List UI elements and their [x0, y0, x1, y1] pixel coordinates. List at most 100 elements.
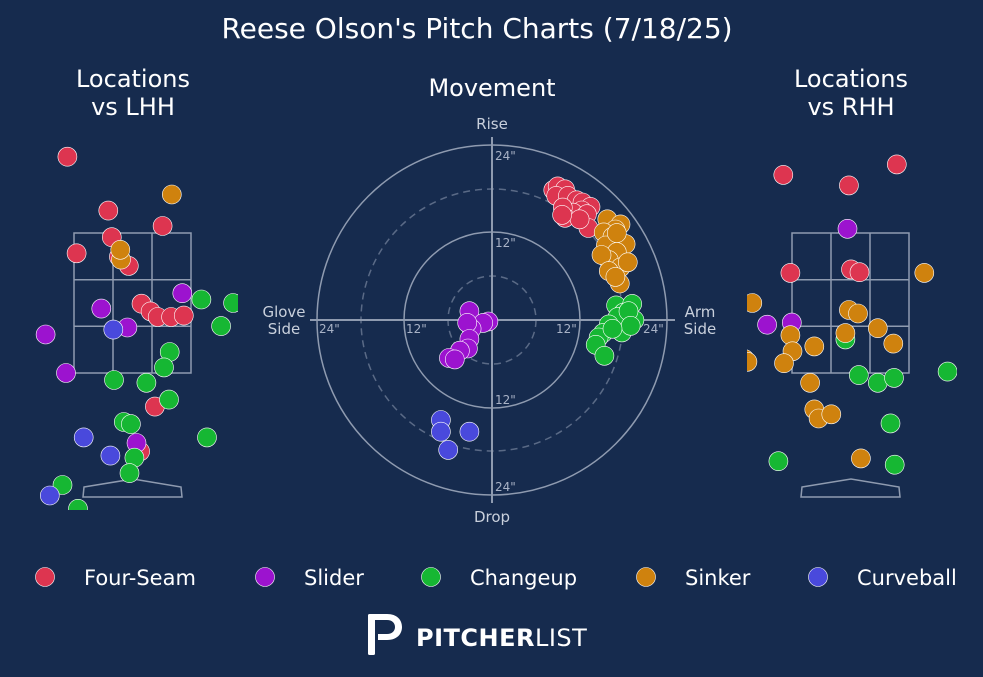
lhh-four-seam-point: [152, 216, 173, 236]
rhh-four-seam-point: [886, 154, 907, 175]
rhh-title-line: Locations: [794, 65, 908, 93]
lhh-slider-point: [91, 298, 112, 319]
lhh-panel-title: Locations vs LHH: [76, 65, 190, 121]
legend-label-changeup: Changeup: [470, 566, 577, 590]
rhh-panel-title: Locations vs RHH: [794, 65, 908, 121]
pitcherlist-p-icon: [368, 614, 402, 655]
movement-sinker-point: [606, 223, 627, 243]
legend-label-curveball: Curveball: [857, 566, 957, 590]
lhh-changeup-point: [119, 463, 140, 483]
lhh-slider-point: [56, 363, 76, 383]
rhh-changeup-point: [937, 361, 957, 382]
lhh-zone-outline: [73, 232, 192, 374]
ring-label-left-24: 24": [319, 322, 340, 336]
lhh-changeup-point: [52, 475, 73, 495]
lhh-slider-point: [172, 283, 193, 304]
label-glove-line: Glove: [262, 303, 305, 321]
lhh-pitch-points: [35, 146, 238, 510]
lhh-curveball-point: [100, 445, 121, 466]
axis-label-drop: Drop: [474, 508, 510, 526]
axis-label-rise: Rise: [476, 115, 508, 133]
label-arm-line: Side: [684, 320, 716, 338]
rhh-sinker-point: [747, 352, 758, 372]
lhh-four-seam-point: [174, 305, 194, 326]
pitcherlist-wordmark: PITCHERLIST: [416, 624, 587, 652]
pitcherlist-wordmark-bold: PITCHER: [416, 624, 535, 652]
rhh-changeup-point: [880, 413, 901, 434]
lhh-slider-point: [35, 324, 56, 345]
lhh-changeup-point: [191, 289, 212, 310]
rhh-sinker-point: [821, 404, 842, 425]
rhh-sinker-point: [747, 293, 763, 313]
lhh-changeup-point: [68, 499, 88, 510]
legend-marker-slider: [255, 567, 275, 587]
movement-panel-title: Movement: [428, 74, 555, 102]
rhh-sinker-point: [867, 318, 888, 339]
axis-label-glove-side: Glove Side: [262, 303, 305, 338]
lhh-changeup-point: [104, 370, 124, 390]
lhh-changeup-point: [121, 414, 141, 434]
axis-label-arm-side: Arm Side: [684, 303, 716, 338]
lhh-changeup-point: [211, 316, 231, 336]
movement-panel: Movement 24" 12" 12" 24" 24" 12" 12" 24"…: [262, 74, 716, 526]
lhh-changeup-point: [159, 389, 179, 410]
movement-sinker-point: [591, 245, 612, 265]
ring-label-top-12: 12": [495, 236, 516, 250]
rhh-changeup-point: [768, 451, 789, 472]
rhh-sinker-point: [851, 448, 871, 469]
figure-title: Reese Olson's Pitch Charts (7/18/25): [221, 12, 732, 45]
legend-label-four-seam: Four-Seam: [84, 566, 196, 590]
movement-changeup-point: [602, 318, 623, 339]
rhh-sinker-point: [800, 372, 820, 393]
locations-vs-lhh-panel: Locations vs LHH: [35, 65, 238, 510]
rhh-slider-point: [837, 219, 858, 239]
chart-legend: Four-Seam Slider Changeup Sinker Curveball: [35, 566, 957, 590]
ring-label-left-12: 12": [406, 322, 427, 336]
movement-pitch-points: [431, 176, 645, 460]
lhh-changeup-point: [154, 357, 174, 378]
movement-sinker-point: [605, 267, 626, 287]
rhh-four-seam-point: [849, 262, 870, 283]
movement-changeup-point: [620, 315, 641, 336]
ring-label-right-12: 12": [556, 322, 577, 336]
legend-marker-changeup: [421, 567, 441, 587]
ring-label-right-24: 24": [643, 322, 664, 336]
lhh-curveball-point: [73, 427, 94, 448]
lhh-title-line: Locations: [76, 65, 190, 93]
lhh-curveball-point: [39, 485, 60, 506]
movement-four-seam-point: [552, 205, 572, 225]
legend-label-slider: Slider: [304, 566, 364, 590]
pitcherlist-logo: PITCHERLIST: [368, 614, 587, 655]
rhh-home-plate: [800, 478, 901, 498]
lhh-four-seam-point: [66, 243, 87, 264]
rhh-title-line: vs RHH: [807, 93, 894, 121]
rhh-changeup-point: [884, 368, 904, 388]
rhh-four-seam-point: [773, 165, 794, 185]
rhh-slider-point: [757, 314, 777, 335]
lhh-title-line: vs LHH: [91, 93, 175, 121]
movement-changeup-point: [594, 345, 615, 366]
movement-ring-labels: 24" 12" 12" 24" 24" 12" 12" 24": [319, 149, 664, 494]
legend-marker-sinker: [636, 567, 656, 587]
legend-label-sinker: Sinker: [685, 566, 751, 590]
ring-label-top-24: 24": [495, 149, 516, 163]
rhh-changeup-point: [848, 365, 869, 385]
rhh-sinker-point: [804, 336, 825, 357]
legend-marker-four-seam: [35, 567, 55, 587]
ring-label-bottom-24: 24": [495, 480, 516, 494]
movement-four-seam-point: [569, 209, 590, 230]
ring-label-bottom-12: 12": [495, 393, 516, 407]
rhh-sinker-point: [883, 333, 904, 354]
rhh-sinker-point: [774, 353, 794, 374]
label-arm-line: Arm: [685, 303, 716, 321]
pitcherlist-wordmark-light: LIST: [535, 624, 587, 652]
movement-slider-point: [444, 349, 465, 370]
lhh-changeup-point: [223, 293, 238, 313]
locations-vs-rhh-panel: Locations vs RHH: [747, 65, 957, 498]
rhh-changeup-point: [884, 454, 905, 475]
movement-axis-labels: Rise Drop Glove Side Arm Side: [262, 115, 716, 526]
lhh-curveball-point: [103, 319, 124, 340]
rhh-pitch-points: [747, 154, 957, 475]
label-glove-line: Side: [268, 320, 300, 338]
